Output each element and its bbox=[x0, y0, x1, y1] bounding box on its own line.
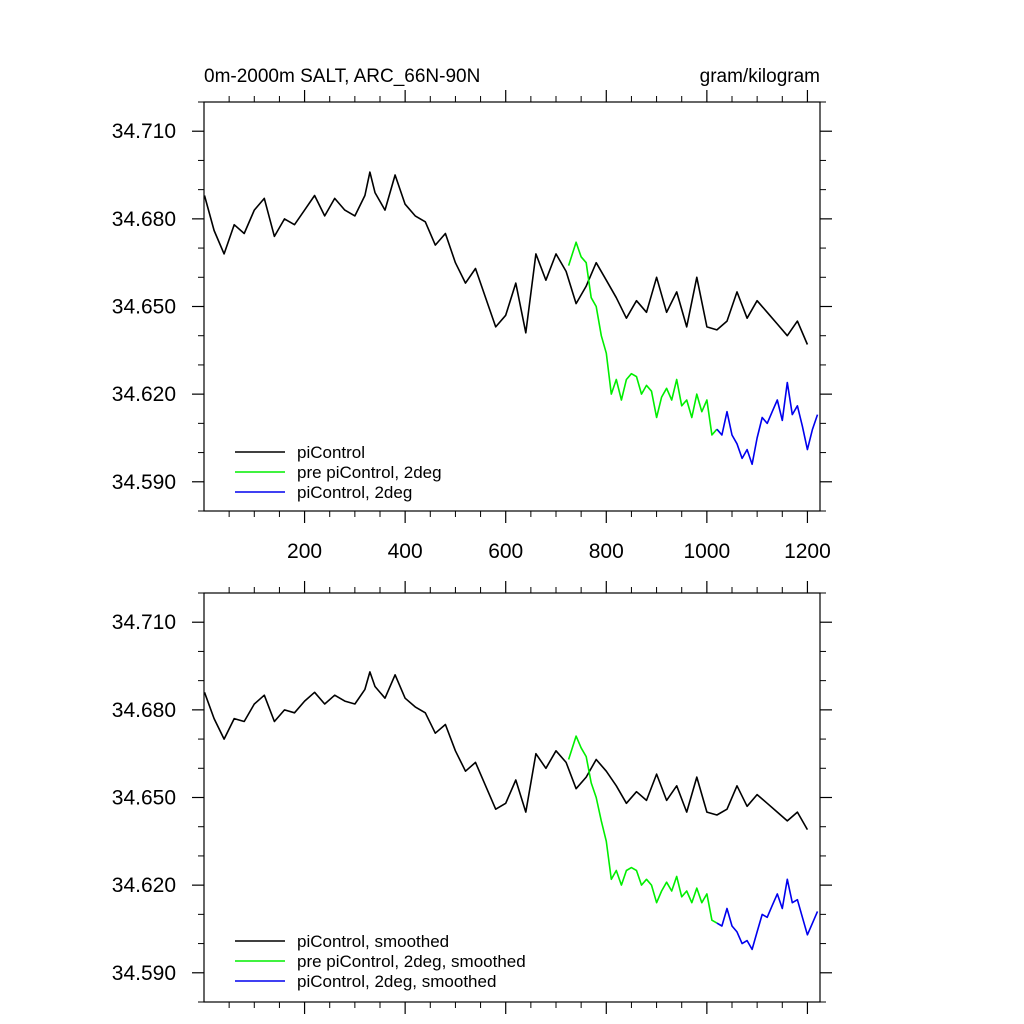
x-tick-label: 400 bbox=[388, 540, 423, 563]
bottom-panel: 34.590 34.620 34.650 34.680 34.710 piControl… bbox=[112, 581, 832, 1014]
series-line-picontrol-2deg-smoothed bbox=[716, 878, 819, 951]
series-line-picontrol bbox=[203, 171, 809, 345]
y-tick-label: 34.710 bbox=[112, 611, 176, 634]
y-tick-label: 34.710 bbox=[112, 120, 176, 143]
series-lines bbox=[203, 171, 819, 466]
y-tick-label: 34.590 bbox=[112, 471, 176, 494]
legend-label: piControl, 2deg, smoothed bbox=[297, 972, 496, 991]
x-tick-label: 800 bbox=[589, 540, 624, 563]
y-tick-label: 34.650 bbox=[112, 787, 176, 810]
legend-label: piControl, 2deg bbox=[297, 483, 412, 502]
y-tick-label: 34.620 bbox=[112, 874, 176, 897]
y-tick-label: 34.680 bbox=[112, 699, 176, 722]
legend-label: pre piControl, 2deg, smoothed bbox=[297, 952, 526, 971]
title-right: gram/kilogram bbox=[700, 66, 820, 87]
ticks bbox=[192, 90, 832, 523]
x-tick-label: 1200 bbox=[784, 540, 831, 563]
x-tick-labels: 200 400 600 800 1000 1200 bbox=[287, 540, 831, 563]
x-tick-label: 200 bbox=[287, 540, 322, 563]
series-line-picontrol-2deg bbox=[716, 381, 819, 466]
title-left: 0m-2000m SALT, ARC_66N-90N bbox=[204, 66, 480, 87]
plot-frame bbox=[203, 592, 821, 1003]
top-panel: 0m-2000m SALT, ARC_66N-90N gram/kilogram… bbox=[112, 66, 832, 563]
series-lines bbox=[203, 671, 819, 951]
legend-label: piControl, smoothed bbox=[297, 932, 449, 951]
y-tick-labels: 34.590 34.620 34.650 34.680 34.710 bbox=[112, 611, 176, 985]
y-tick-label: 34.650 bbox=[112, 296, 176, 319]
y-tick-label: 34.620 bbox=[112, 383, 176, 406]
y-tick-labels: 34.590 34.620 34.650 34.680 34.710 bbox=[112, 120, 176, 494]
legend-label: pre piControl, 2deg bbox=[297, 463, 442, 482]
y-tick-label: 34.590 bbox=[112, 962, 176, 985]
y-tick-label: 34.680 bbox=[112, 208, 176, 231]
series-line-pre-picontrol-2deg-smoothed bbox=[567, 735, 718, 924]
series-line-picontrol-smoothed bbox=[203, 671, 809, 830]
x-tick-label: 1000 bbox=[683, 540, 730, 563]
legend-label: piControl bbox=[297, 443, 365, 462]
plot-frame bbox=[203, 101, 821, 512]
x-tick-label: 600 bbox=[488, 540, 523, 563]
series-line-pre-picontrol-2deg bbox=[567, 241, 718, 436]
ticks bbox=[192, 581, 832, 1014]
